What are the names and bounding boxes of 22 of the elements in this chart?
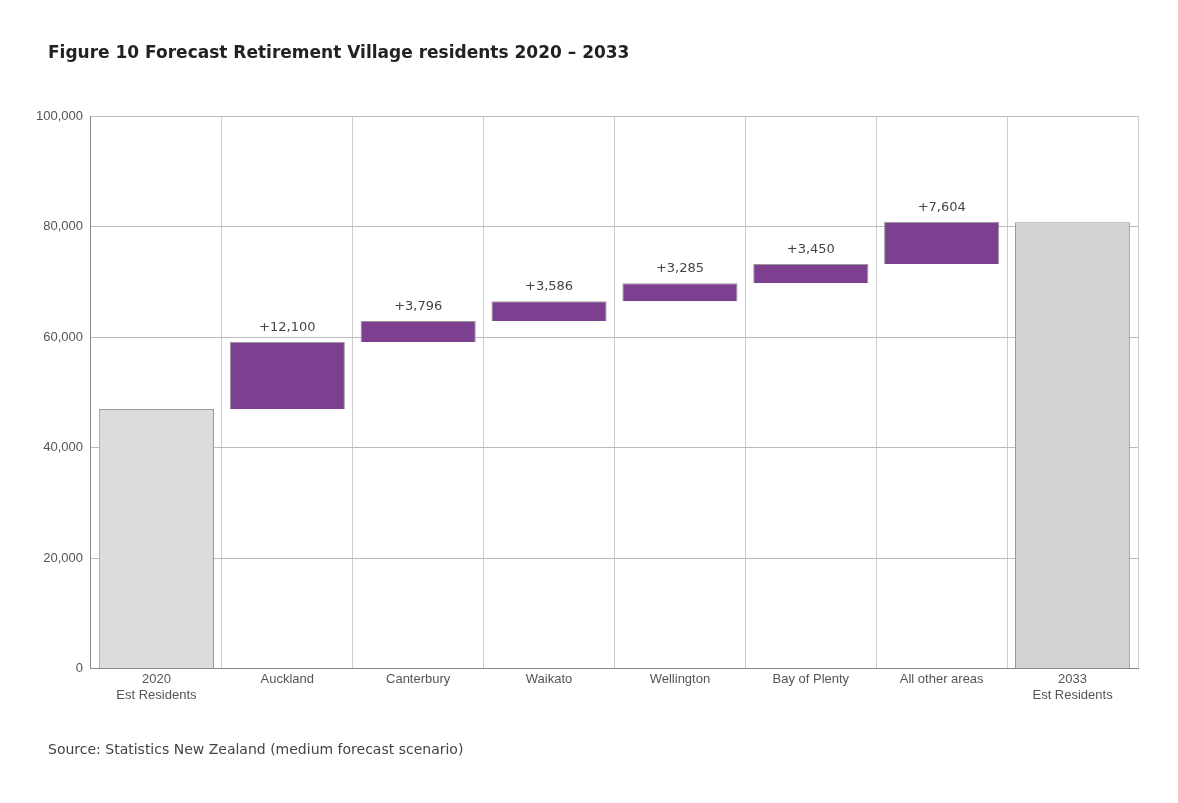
x-tick-label: 2033 Est Residents <box>1032 671 1114 702</box>
data-label: +7,604 <box>917 198 966 214</box>
data-label: +3,450 <box>786 240 835 256</box>
data-label: +12,100 <box>259 318 316 334</box>
x-tick-label: 2020 Est Residents <box>116 671 198 702</box>
y-tick-label: 20,000 <box>43 549 83 565</box>
x-tick-label: Auckland <box>260 671 315 687</box>
y-tick-label: 80,000 <box>43 218 83 234</box>
x-tick-label: Bay of Plenty <box>772 671 850 687</box>
y-tick-label: 40,000 <box>43 439 83 455</box>
data-label: +3,285 <box>655 260 704 275</box>
x-tick-label: Canterbury <box>386 671 451 687</box>
source-note: Source: Statistics New Zealand (medium forecast scenario) <box>48 741 464 757</box>
y-tick-label: 60,000 <box>43 328 83 344</box>
x-tick-label: Wellington <box>649 671 711 687</box>
y-tick-label: 100,000 <box>35 107 83 123</box>
data-label: +3,796 <box>394 297 443 313</box>
x-tick-label: All other areas <box>899 671 985 687</box>
y-tick-label: 0 <box>75 660 83 676</box>
data-label: +3,586 <box>525 278 574 294</box>
chart-title: Figure 10 Forecast Retirement Village residents 2020 – 2033 <box>48 42 630 62</box>
x-tick-label: Waikato <box>525 671 573 687</box>
